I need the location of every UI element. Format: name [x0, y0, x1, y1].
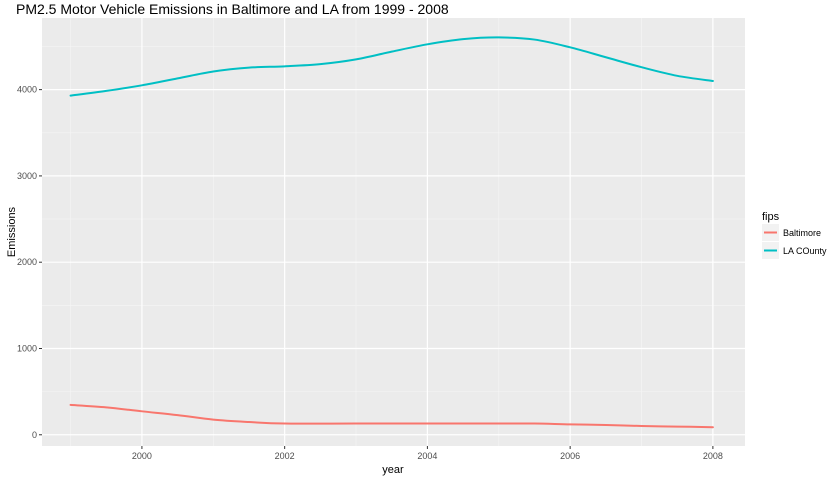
x-tick-label: 2008	[703, 451, 723, 461]
x-axis: 2000 2002 2004 2006 2008	[132, 446, 723, 461]
y-axis: 0 1000 2000 3000 4000	[17, 85, 42, 440]
y-tick-label: 3000	[17, 171, 37, 181]
x-tick-label: 2002	[275, 451, 295, 461]
x-axis-title: year	[382, 464, 404, 476]
y-tick-label: 0	[32, 430, 37, 440]
y-axis-title: Emissions	[6, 206, 18, 257]
y-tick-label: 1000	[17, 343, 37, 353]
x-tick-label: 2000	[132, 451, 152, 461]
plot-panel	[42, 18, 745, 446]
x-tick-label: 2006	[560, 451, 580, 461]
y-tick-label: 4000	[17, 85, 37, 95]
chart-title: PM2.5 Motor Vehicle Emissions in Baltimo…	[16, 1, 449, 17]
legend-label-baltimore: Baltimore	[783, 228, 821, 238]
x-tick-label: 2004	[417, 451, 437, 461]
legend-title: fips	[762, 211, 780, 223]
legend: fips Baltimore LA COunty	[762, 211, 827, 259]
legend-label-la-county: LA COunty	[783, 246, 827, 256]
y-tick-label: 2000	[17, 257, 37, 267]
